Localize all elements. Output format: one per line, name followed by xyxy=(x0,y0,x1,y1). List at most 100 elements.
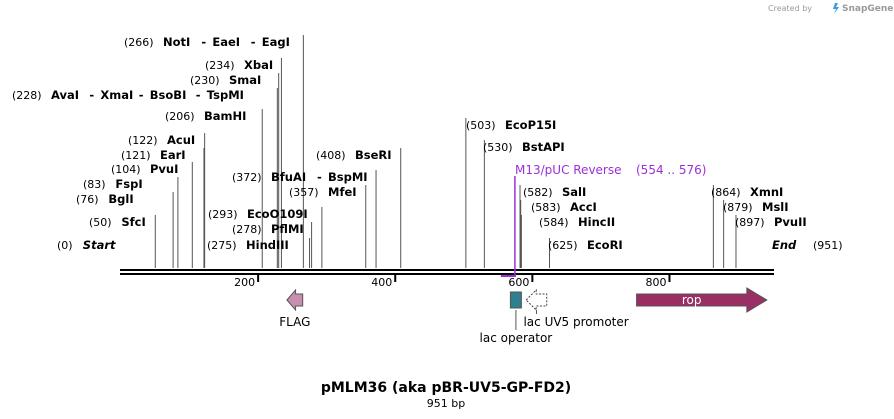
site-labels: (0) Start (50) SfcI (76) BglI(83) FspI(104) Pvu… xyxy=(12,35,843,252)
site-name: SmaI xyxy=(229,73,261,87)
site-name: EcoP15I xyxy=(505,118,556,132)
site-ecori[interactable]: (625) EcoRI xyxy=(548,238,623,252)
site-ecoo109i[interactable]: (293) EcoO109I xyxy=(208,207,308,221)
site-name: BstAPI xyxy=(522,140,565,154)
site-position: (582) xyxy=(523,186,553,199)
site-position: (357) xyxy=(289,186,319,199)
site-sfci[interactable]: (50) SfcI xyxy=(89,215,146,229)
feature-shape xyxy=(636,287,768,313)
feature-lac-uv5-promoter[interactable]: lac UV5 promoter xyxy=(523,288,629,329)
site-name: AcuI xyxy=(167,133,195,147)
site-name: XmnI xyxy=(750,185,783,199)
site-position: (278) xyxy=(232,223,262,236)
site-name: XbaI xyxy=(244,58,273,72)
site-eari[interactable]: (121) EarI xyxy=(121,148,186,162)
site-name: BsoBI xyxy=(150,88,187,102)
site-fspi[interactable]: (83) FspI xyxy=(83,177,143,191)
site-name: EcoRI xyxy=(587,238,623,252)
site-name: MfeI xyxy=(328,185,357,199)
site-bgli[interactable]: (76) BglI xyxy=(76,192,134,206)
site-position: (625) xyxy=(548,239,578,252)
site-name: XmaI xyxy=(100,88,133,102)
site-name: PflMI xyxy=(271,222,304,236)
site-name: BseRI xyxy=(355,148,392,162)
site-end[interactable]: End (951) xyxy=(772,238,843,252)
site-bstapi[interactable]: (530) BstAPI xyxy=(483,140,565,154)
site-name: EaeI xyxy=(212,35,240,49)
site-name: PvuI xyxy=(150,162,178,176)
ruler-tick-label: 400 xyxy=(371,276,392,289)
site-separator: - xyxy=(139,88,144,102)
feature-label: rop xyxy=(682,293,702,307)
site-noti[interactable]: (266) NotI - EaeI - EagI xyxy=(124,35,290,49)
site-mfei[interactable]: (357) MfeI xyxy=(289,185,357,199)
map-length: 951 bp xyxy=(427,397,465,410)
site-position: (530) xyxy=(483,141,513,154)
site-name: EcoO109I xyxy=(247,207,308,221)
site-smai[interactable]: (230) SmaI xyxy=(190,73,261,87)
feature-shape xyxy=(286,288,304,312)
site-position: (583) xyxy=(531,201,561,214)
feature-label: FLAG xyxy=(279,315,310,329)
site-xbai[interactable]: (234) XbaI xyxy=(205,58,273,72)
site-position: (122) xyxy=(128,134,158,147)
site-name: TspMI xyxy=(207,88,244,102)
site-acui[interactable]: (122) AcuI xyxy=(128,133,195,147)
site-hincii[interactable]: (584) HincII xyxy=(539,215,615,229)
site-position: (76) xyxy=(76,193,99,206)
site-name: BspMI xyxy=(328,170,368,184)
site-start[interactable]: (0) Start xyxy=(57,238,116,252)
map-title: pMLM36 (aka pBR-UV5-GP-FD2) xyxy=(321,380,571,396)
primer-group[interactable]: M13/pUC Reverse (554 .. 576) xyxy=(500,163,707,277)
features: FLAG lac operator lac UV5 promoter rop xyxy=(279,287,768,345)
site-xmni[interactable]: (864) XmnI xyxy=(711,185,783,199)
site-position: (230) xyxy=(190,74,220,87)
site-acci[interactable]: (583) AccI xyxy=(531,200,597,214)
site-position: (121) xyxy=(121,149,151,162)
feature-shape xyxy=(509,291,522,309)
primer-range: (554 .. 576) xyxy=(636,163,706,177)
site-position: (293) xyxy=(208,208,238,221)
ruler-tick-label: 200 xyxy=(234,276,255,289)
primer-bar xyxy=(500,275,516,277)
site-separator: - xyxy=(89,88,94,102)
site-separator: - xyxy=(251,35,256,49)
feature-label: lac operator xyxy=(480,331,553,345)
site-name: HindIII xyxy=(246,238,289,252)
feature-lac-operator[interactable]: lac operator xyxy=(480,291,553,345)
site-pvui[interactable]: (104) PvuI xyxy=(111,162,178,176)
primer-name: M13/pUC Reverse xyxy=(515,163,622,177)
site-name: AvaI xyxy=(51,88,79,102)
site-position: (234) xyxy=(205,59,235,72)
site-pflmi[interactable]: (278) PflMI xyxy=(232,222,304,236)
site-separator: - xyxy=(196,88,201,102)
site-msli[interactable]: (879) MslI xyxy=(723,200,789,214)
site-name: SalI xyxy=(562,185,586,199)
site-pvuii[interactable]: (897) PvuII xyxy=(735,215,807,229)
site-name: FspI xyxy=(115,177,142,191)
site-avai[interactable]: (228) AvaI - XmaI - BsoBI - TspMI xyxy=(12,88,244,102)
ruler-tick-label: 800 xyxy=(645,276,666,289)
site-position: (879) xyxy=(723,201,753,214)
site-position: (50) xyxy=(89,216,112,229)
site-name: PvuII xyxy=(774,215,807,229)
site-sali[interactable]: (582) SalI xyxy=(523,185,586,199)
site-position: (408) xyxy=(316,149,346,162)
site-position: (864) xyxy=(711,186,741,199)
site-bamhi[interactable]: (206) BamHI xyxy=(165,109,246,123)
site-position: (104) xyxy=(111,163,141,176)
site-hindiii[interactable]: (275) HindIII xyxy=(207,238,289,252)
feature-rop[interactable]: rop xyxy=(636,287,768,313)
site-position: (372) xyxy=(232,171,262,184)
site-position: (951) xyxy=(813,239,843,252)
site-position: (584) xyxy=(539,216,569,229)
site-position: (275) xyxy=(207,239,237,252)
site-bfuai[interactable]: (372) BfuAI - BspMI xyxy=(232,170,368,184)
site-ecop15i[interactable]: (503) EcoP15I xyxy=(466,118,556,132)
site-bseri[interactable]: (408) BseRI xyxy=(316,148,392,162)
site-position: (83) xyxy=(83,178,106,191)
feature-shape xyxy=(525,288,548,312)
site-position: (897) xyxy=(735,216,765,229)
feature-flag[interactable]: FLAG xyxy=(279,288,310,329)
